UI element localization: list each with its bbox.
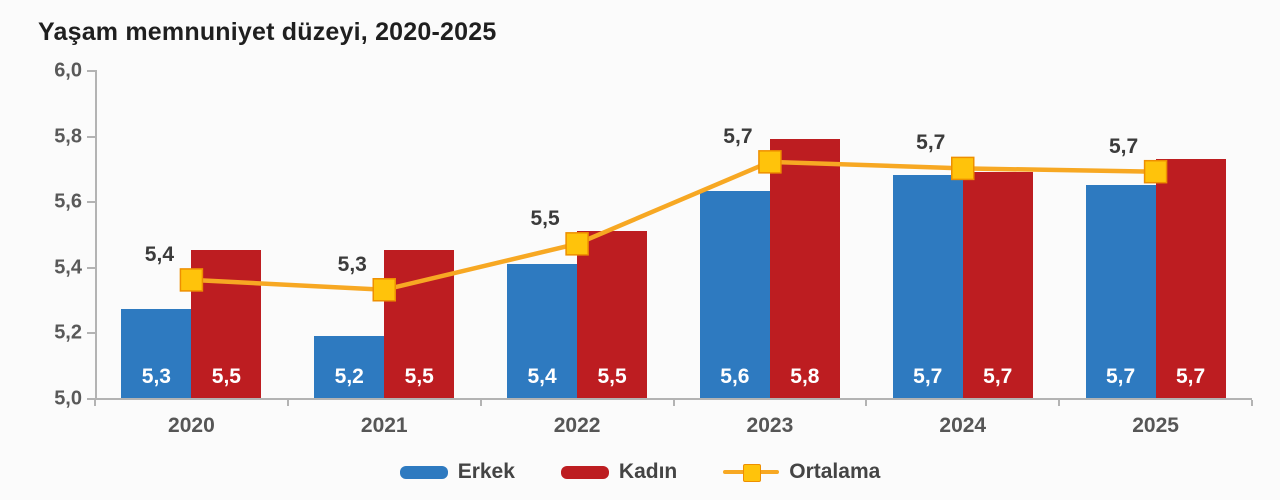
- bar-value-label-erkek: 5,7: [913, 365, 943, 388]
- average-value-label: 5,4: [144, 242, 175, 266]
- x-category-label: 2021: [360, 414, 408, 437]
- x-tick-mark: [286, 400, 289, 406]
- bar-value-label-kadin: 5,8: [790, 365, 820, 388]
- chart-title: Yaşam memnuniyet düzeyi, 2020-2025: [38, 18, 497, 46]
- y-tick-label: 5,0: [54, 387, 82, 410]
- bar-erkek: [121, 309, 192, 398]
- legend-item-ortalama: Ortalama: [723, 460, 880, 484]
- x-tick-mark: [1251, 400, 1253, 406]
- y-tick-mark: [87, 398, 95, 400]
- y-tick-label: 5,2: [54, 321, 82, 344]
- bar-value-label-kadin: 5,5: [211, 365, 241, 388]
- x-category-label: 2020: [168, 414, 215, 437]
- y-tick-label: 6,0: [54, 59, 82, 82]
- y-tick-label: 5,4: [54, 256, 82, 279]
- x-tick-mark: [865, 400, 868, 406]
- bar-value-label-erkek: 5,7: [1105, 365, 1136, 388]
- y-tick-label: 5,6: [54, 190, 82, 213]
- y-tick-label: 5,8: [54, 125, 82, 148]
- y-tick-mark: [87, 332, 95, 335]
- x-tick-mark: [479, 400, 482, 406]
- legend-line-marker-swatch: [723, 463, 780, 482]
- x-tick-mark: [672, 400, 675, 406]
- legend: Erkek Kadın Ortalama: [0, 460, 1280, 484]
- legend-swatch: [399, 465, 448, 479]
- bar-value-label-erkek: 5,3: [141, 365, 171, 388]
- average-value-label: 5,7: [1108, 134, 1139, 158]
- average-value-label: 5,5: [530, 206, 560, 230]
- average-value-label: 5,7: [723, 124, 753, 148]
- y-tick-mark: [87, 266, 95, 269]
- bar-value-label-kadin: 5,7: [1175, 365, 1206, 388]
- y-tick-mark: [87, 201, 95, 204]
- legend-marker: [743, 464, 762, 482]
- legend-label: Ortalama: [789, 460, 881, 483]
- average-value-label: 5,7: [916, 131, 946, 155]
- legend-label: Erkek: [457, 460, 515, 483]
- bar-value-label-erkek: 5,6: [720, 365, 750, 388]
- y-axis-line: [95, 70, 97, 398]
- bar-kadin: [769, 138, 840, 398]
- x-category-label: 2025: [1132, 414, 1179, 437]
- bar-value-label-kadin: 5,5: [597, 365, 627, 388]
- x-tick-mark: [1058, 400, 1061, 406]
- x-category-label: 2024: [939, 414, 987, 437]
- legend-swatch: [560, 465, 609, 479]
- y-tick-mark: [87, 135, 95, 138]
- bar-erkek: [314, 335, 385, 398]
- bar-value-label-kadin: 5,7: [983, 365, 1013, 388]
- bar-value-label-kadin: 5,5: [404, 365, 434, 388]
- x-axis-line: [95, 398, 1252, 400]
- bar-value-label-erkek: 5,2: [334, 365, 364, 388]
- legend-item-erkek: Erkek: [399, 460, 515, 484]
- x-tick-mark: [94, 400, 96, 406]
- y-tick-mark: [87, 70, 95, 72]
- legend-label: Kadın: [618, 460, 678, 483]
- x-category-label: 2022: [553, 414, 601, 437]
- bar-value-label-erkek: 5,4: [527, 365, 557, 388]
- bar-kadin: [1155, 158, 1226, 398]
- x-category-label: 2023: [746, 414, 794, 437]
- average-value-label: 5,3: [337, 252, 367, 276]
- legend-item-kad-n: Kadın: [560, 460, 678, 484]
